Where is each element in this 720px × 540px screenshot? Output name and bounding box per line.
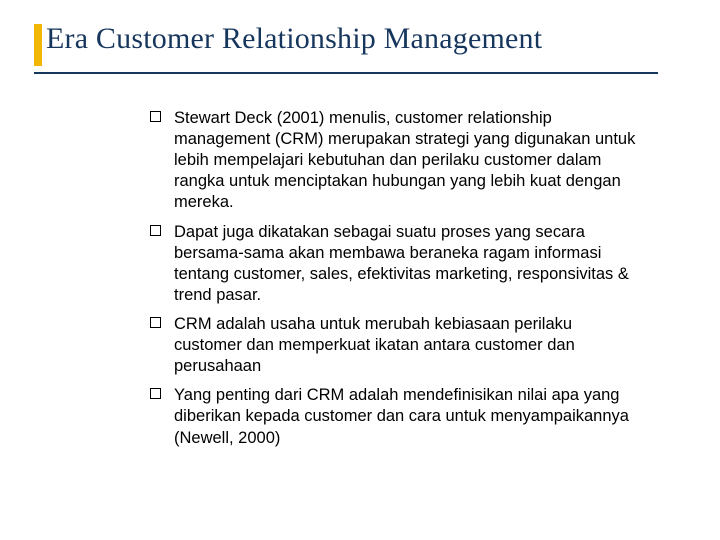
list-item: CRM adalah usaha untuk merubah kebiasaan… [150,314,636,377]
bullet-text: CRM adalah usaha untuk merubah kebiasaan… [174,315,575,375]
bullet-list: Stewart Deck (2001) menulis, customer re… [150,108,636,449]
list-item: Stewart Deck (2001) menulis, customer re… [150,108,636,214]
list-item: Yang penting dari CRM adalah mendefinisi… [150,385,636,448]
square-bullet-icon [150,225,161,236]
square-bullet-icon [150,111,161,122]
square-bullet-icon [150,317,161,328]
title-underline [34,72,658,74]
bullet-text: Stewart Deck (2001) menulis, customer re… [174,109,635,211]
accent-bar [34,24,42,66]
list-item: Dapat juga dikatakan sebagai suatu prose… [150,222,636,306]
square-bullet-icon [150,388,161,399]
slide-title: Era Customer Relationship Management [46,22,542,56]
slide: Era Customer Relationship Management Ste… [0,0,720,540]
bullet-text: Dapat juga dikatakan sebagai suatu prose… [174,223,629,304]
slide-content: Stewart Deck (2001) menulis, customer re… [150,108,636,457]
bullet-text: Yang penting dari CRM adalah mendefinisi… [174,386,629,446]
